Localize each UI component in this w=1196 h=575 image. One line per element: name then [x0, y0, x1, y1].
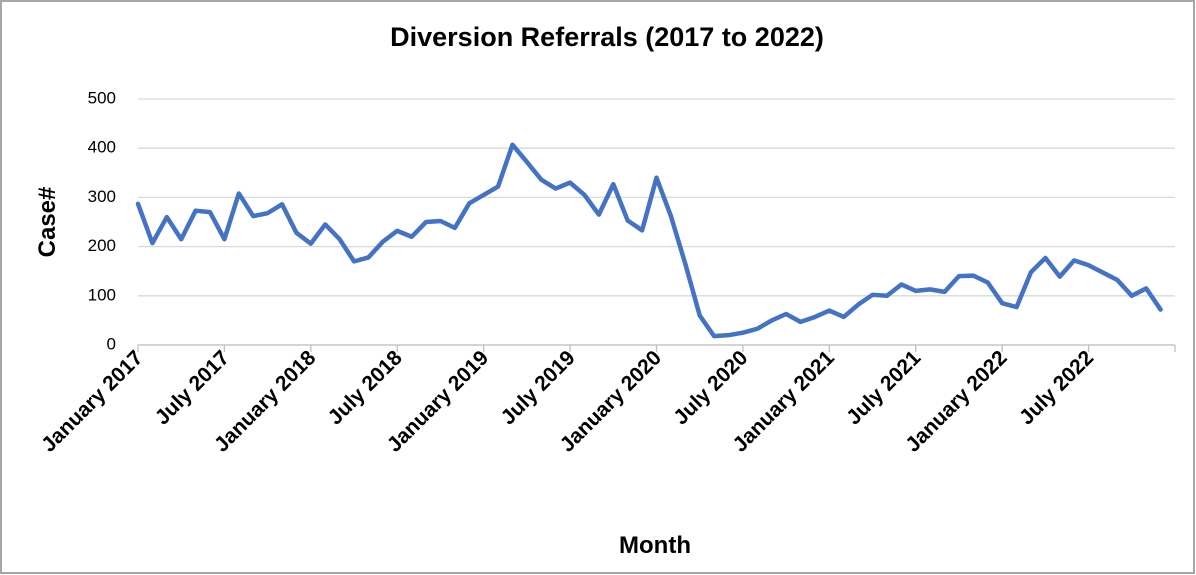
chart-title: Diversion Referrals (2017 to 2022)	[390, 22, 824, 52]
x-axis-label: Month	[619, 532, 691, 559]
y-tick-label: 400	[88, 138, 116, 157]
y-tick-label: 500	[88, 88, 116, 107]
data-line	[135, 142, 1163, 339]
y-tick-label: 100	[88, 285, 116, 304]
y-tick-label: 300	[88, 187, 116, 206]
y-tick-label: 200	[88, 236, 116, 255]
y-tick-label: 0	[107, 334, 116, 353]
y-axis-label: Case#	[34, 187, 61, 258]
